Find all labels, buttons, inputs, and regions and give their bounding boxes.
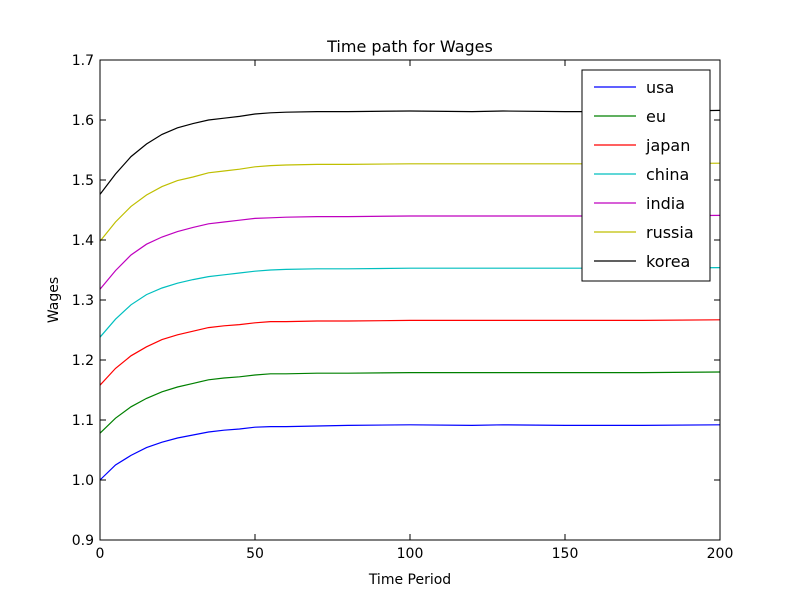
x-tick-label: 200 bbox=[707, 546, 734, 562]
legend-box bbox=[581, 69, 711, 282]
y-axis-label: Wages bbox=[46, 277, 62, 323]
plot-area bbox=[99, 109, 721, 481]
series-line-eu bbox=[99, 371, 721, 434]
chart-title: Time path for Wages bbox=[326, 37, 493, 56]
y-axis: 0.9 1.0 1.1 1.2 1.3 1.4 1.5 1.6 1.7 bbox=[72, 53, 720, 549]
y-tick-label: 1.4 bbox=[72, 233, 94, 249]
x-tick-label: 150 bbox=[552, 546, 579, 562]
y-tick-label: 1.5 bbox=[72, 173, 94, 189]
series-line-china bbox=[99, 267, 721, 338]
legend-label-india: india bbox=[646, 194, 685, 213]
y-tick-label: 1.3 bbox=[72, 293, 94, 309]
x-axis: 0 50 100 150 200 bbox=[96, 60, 734, 562]
series-line-korea bbox=[99, 109, 721, 195]
x-tick-label: 50 bbox=[246, 546, 264, 562]
y-tick-label: 1.6 bbox=[72, 113, 94, 129]
series-line-russia bbox=[99, 162, 721, 242]
y-tick-label: 0.9 bbox=[72, 533, 94, 549]
x-tick-label: 0 bbox=[96, 546, 105, 562]
legend-label-korea: korea bbox=[646, 252, 690, 271]
x-tick-label: 100 bbox=[397, 546, 424, 562]
y-tick-label: 1.1 bbox=[72, 413, 94, 429]
legend-label-usa: usa bbox=[646, 78, 674, 97]
series-line-japan bbox=[99, 319, 721, 386]
legend-label-eu: eu bbox=[646, 107, 666, 126]
legend-label-russia: russia bbox=[646, 223, 694, 242]
x-axis-label: Time Period bbox=[368, 572, 451, 588]
legend-label-china: china bbox=[646, 165, 689, 184]
legend-label-japan: japan bbox=[645, 136, 690, 155]
series-line-india bbox=[99, 214, 721, 290]
y-tick-label: 1.0 bbox=[72, 473, 94, 489]
y-tick-label: 1.2 bbox=[72, 353, 94, 369]
y-tick-label: 1.7 bbox=[72, 53, 94, 69]
series-line-usa bbox=[99, 424, 721, 481]
legend: usa eu japan china india russia korea bbox=[581, 69, 711, 282]
